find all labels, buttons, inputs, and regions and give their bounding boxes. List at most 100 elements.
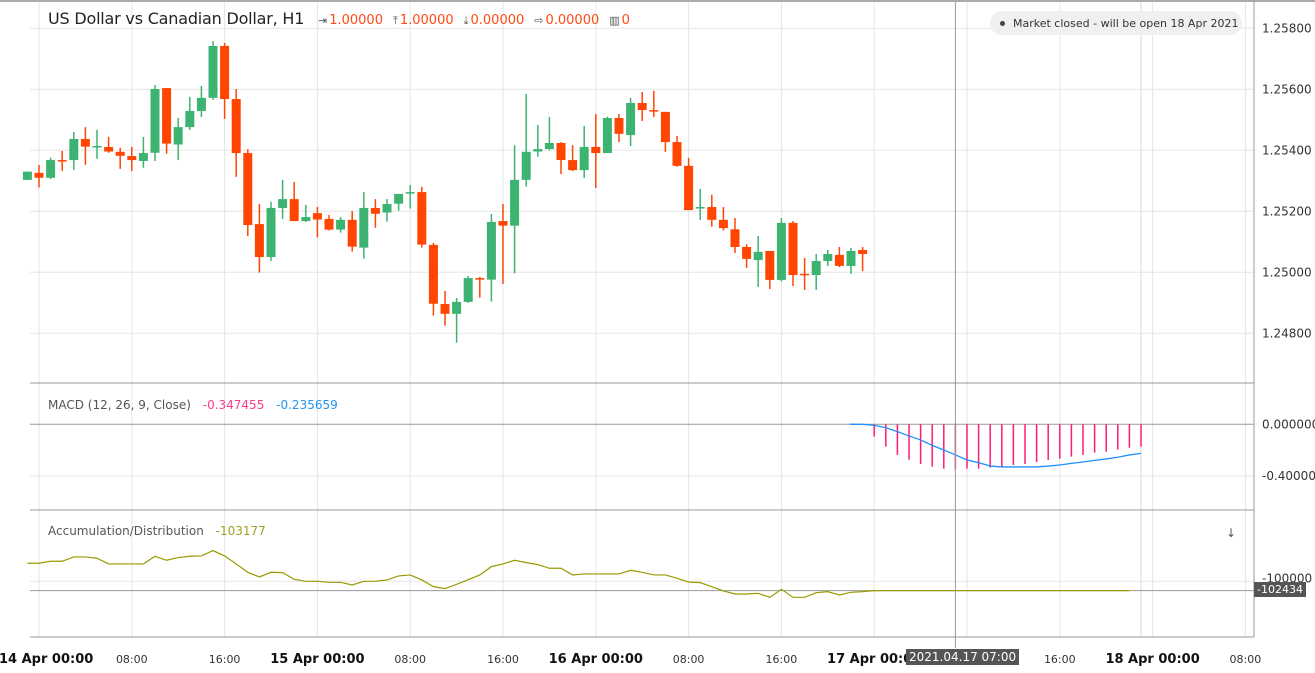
chart-title: US Dollar vs Canadian Dollar, H1 — [48, 9, 305, 28]
macd-tick-label: -0.400000 — [1262, 469, 1315, 483]
candle-body — [463, 278, 473, 302]
time-tick-label: 08:00 — [116, 653, 148, 666]
candle-body — [324, 218, 334, 230]
candle — [428, 243, 438, 316]
candle — [138, 136, 148, 168]
candle — [173, 117, 183, 161]
candle — [660, 111, 670, 152]
candle — [452, 297, 462, 343]
ad-legend[interactable]: Accumulation/Distribution -103177 — [48, 524, 266, 538]
macd-tick-label: 0.000000 — [1262, 417, 1315, 431]
time-tick-label: 16:00 — [487, 653, 519, 666]
candle — [231, 88, 241, 177]
candle — [92, 129, 102, 159]
candle-body — [92, 146, 102, 148]
candle — [742, 244, 752, 269]
candle — [498, 203, 508, 284]
candle-body — [22, 171, 32, 180]
candle-body — [417, 192, 427, 245]
candle — [115, 147, 125, 169]
candle-body — [347, 219, 357, 247]
candle-body — [104, 146, 114, 152]
candle — [34, 164, 44, 188]
candle-body — [626, 103, 636, 136]
candle — [185, 96, 195, 130]
time-tick-label: 14 Apr 00:00 — [0, 652, 93, 667]
close-value: 0.00000 — [545, 13, 600, 28]
candle — [417, 186, 427, 248]
candle — [591, 114, 601, 189]
candle-body — [776, 222, 786, 280]
candle-body — [336, 219, 346, 230]
candle-body — [846, 250, 856, 266]
candle-body — [823, 254, 833, 262]
ad-current-value-label: -102434 — [1254, 582, 1306, 597]
candle-body — [614, 117, 624, 134]
candle-body — [46, 160, 56, 178]
candle-body — [672, 142, 682, 166]
candle-body — [150, 88, 160, 153]
candle — [614, 114, 624, 143]
candle — [602, 116, 612, 154]
candle-body — [521, 151, 531, 180]
time-tick-label: 16:00 — [209, 653, 241, 666]
candle — [359, 192, 369, 259]
candle-body — [649, 110, 659, 112]
macd-legend[interactable]: MACD (12, 26, 9, Close) -0.347455 -0.235… — [48, 398, 338, 412]
candle-body — [591, 146, 601, 154]
candle — [289, 182, 299, 222]
candle — [336, 217, 346, 233]
candle-body — [220, 45, 230, 100]
pane-borders — [0, 0, 1315, 638]
candle — [57, 150, 67, 172]
candle-body — [440, 304, 450, 314]
candle-body — [428, 244, 438, 304]
volume-value: 0 — [621, 13, 630, 28]
candle — [834, 246, 844, 268]
candle — [370, 199, 380, 228]
candle-body — [312, 213, 322, 220]
candle-body — [196, 97, 206, 111]
candle-body — [556, 142, 566, 161]
candle-body — [498, 221, 508, 226]
price-tick-label: 1.25000 — [1262, 265, 1312, 279]
candle-body — [858, 250, 868, 254]
candle — [347, 210, 357, 252]
candle-body — [405, 192, 415, 194]
high-value: 1.00000 — [399, 13, 454, 28]
candle — [765, 250, 775, 290]
pane-collapse-arrow-icon[interactable]: ↓ — [1226, 526, 1237, 540]
candle — [394, 193, 404, 211]
candle-body — [811, 261, 821, 276]
price-tick-label: 1.25400 — [1262, 143, 1312, 157]
time-tick-label: 16 Apr 00:00 — [549, 652, 643, 667]
candle — [278, 179, 288, 219]
open-icon: ⇥ — [318, 14, 328, 27]
price-tick-label: 1.25200 — [1262, 204, 1312, 218]
candle — [672, 135, 682, 167]
candle — [568, 145, 578, 172]
candle — [486, 214, 496, 302]
candle-body — [138, 153, 148, 161]
candle-body — [568, 160, 578, 171]
price-axis[interactable]: 1.25800 1.25600 1.25400 1.25200 1.25000 1.248… — [1262, 21, 1315, 585]
candle-body — [69, 139, 79, 161]
macd-series — [850, 423, 1142, 470]
candle — [80, 127, 90, 165]
candle-body — [452, 301, 462, 314]
candle-body — [707, 207, 717, 220]
candle-body — [289, 199, 299, 222]
candle — [46, 157, 56, 179]
candle — [684, 157, 694, 211]
candle-body — [800, 273, 810, 276]
candle-body — [173, 127, 183, 145]
time-tick-label: 08:00 — [673, 653, 705, 666]
time-axis[interactable]: 14 Apr 00:00 08:00 16:00 15 Apr 00:00 08:00 1… — [0, 652, 1261, 667]
candle — [208, 41, 218, 100]
candle-body — [34, 172, 44, 178]
candle — [730, 218, 740, 254]
time-tick-label: 15 Apr 00:00 — [270, 652, 364, 667]
candle — [707, 194, 717, 227]
price-tick-label: 1.24800 — [1262, 326, 1312, 340]
